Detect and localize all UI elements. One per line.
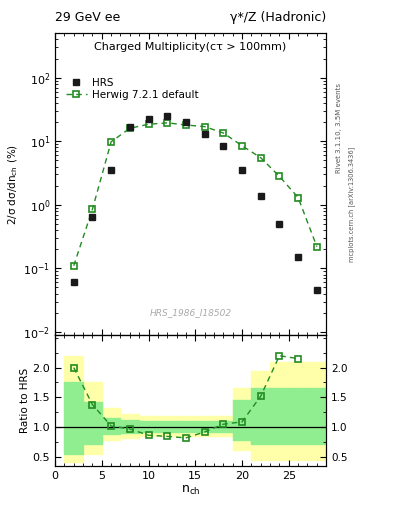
HRS <box>146 116 151 122</box>
Herwig 7.2.1 default <box>314 244 319 250</box>
Y-axis label: Ratio to HRS: Ratio to HRS <box>20 368 29 433</box>
Herwig 7.2.1 default <box>240 143 244 149</box>
HRS <box>202 131 207 137</box>
HRS <box>258 193 263 199</box>
HRS <box>184 119 188 125</box>
Herwig 7.2.1 default <box>296 195 301 201</box>
Herwig 7.2.1 default <box>72 263 76 269</box>
Herwig 7.2.1 default <box>109 139 114 145</box>
Text: mcplots.cern.ch [arXiv:1306.3436]: mcplots.cern.ch [arXiv:1306.3436] <box>348 147 354 263</box>
Y-axis label: 2/σ dσ/dn$_{ch}$ (%): 2/σ dσ/dn$_{ch}$ (%) <box>7 143 20 225</box>
HRS <box>221 143 226 149</box>
Line: HRS: HRS <box>71 113 320 293</box>
Herwig 7.2.1 default <box>258 155 263 161</box>
Text: γ*/Z (Hadronic): γ*/Z (Hadronic) <box>230 11 326 24</box>
X-axis label: n$_{ch}$: n$_{ch}$ <box>181 483 200 497</box>
Herwig 7.2.1 default <box>146 121 151 127</box>
HRS <box>72 280 76 286</box>
Legend: HRS, Herwig 7.2.1 default: HRS, Herwig 7.2.1 default <box>63 75 202 103</box>
Text: HRS_1986_I18502: HRS_1986_I18502 <box>150 308 231 317</box>
HRS <box>296 254 301 260</box>
Herwig 7.2.1 default <box>165 120 170 126</box>
HRS <box>277 221 282 227</box>
HRS <box>240 167 244 173</box>
Herwig 7.2.1 default <box>127 125 132 132</box>
Text: 29 GeV ee: 29 GeV ee <box>55 11 120 24</box>
HRS <box>165 113 170 119</box>
Herwig 7.2.1 default <box>221 130 226 136</box>
Text: Rivet 3.1.10, 3.5M events: Rivet 3.1.10, 3.5M events <box>336 83 342 173</box>
Line: Herwig 7.2.1 default: Herwig 7.2.1 default <box>71 120 320 269</box>
HRS <box>109 167 114 173</box>
HRS <box>127 123 132 130</box>
Herwig 7.2.1 default <box>90 206 95 212</box>
Text: Charged Multiplicity(cτ > 100mm): Charged Multiplicity(cτ > 100mm) <box>94 42 287 52</box>
Herwig 7.2.1 default <box>277 174 282 180</box>
HRS <box>314 287 319 293</box>
Herwig 7.2.1 default <box>184 122 188 128</box>
Herwig 7.2.1 default <box>202 123 207 130</box>
HRS <box>90 214 95 220</box>
